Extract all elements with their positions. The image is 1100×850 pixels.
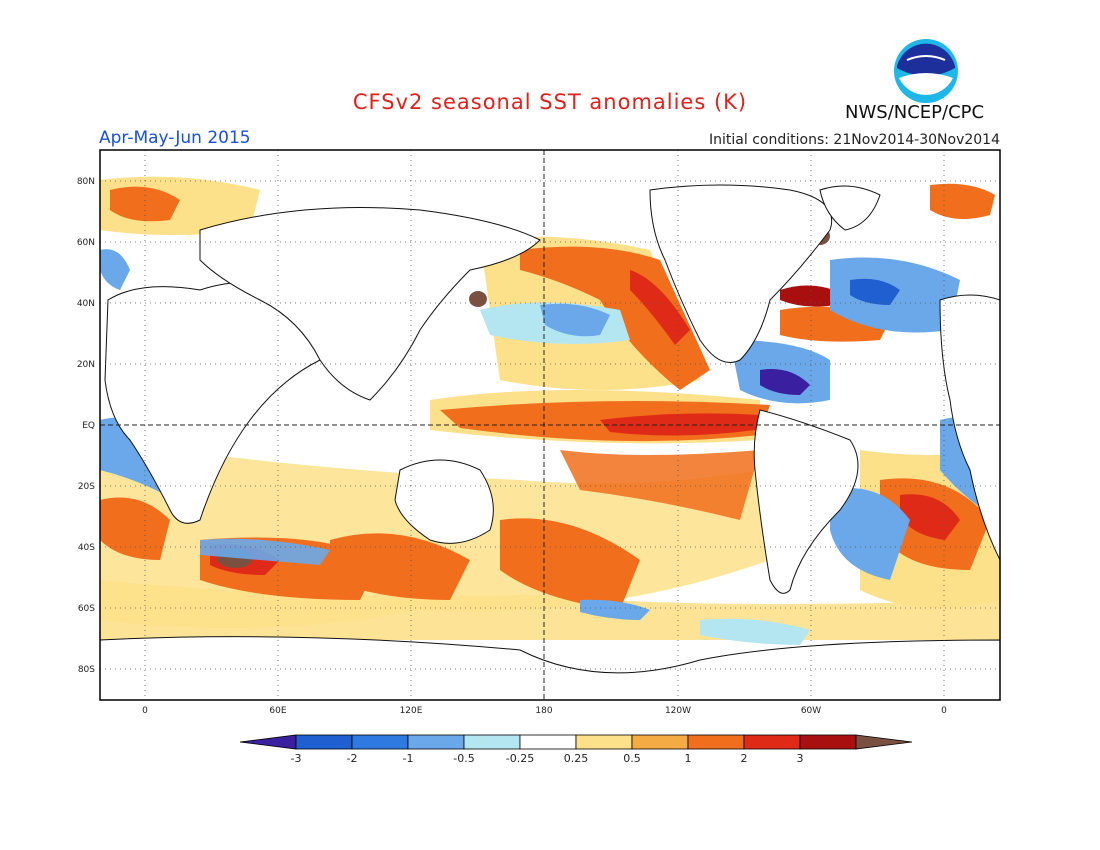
colorbar-label: -0.5: [453, 752, 474, 765]
lon-label: 120W: [665, 706, 691, 716]
colorbar-segment: [631, 734, 689, 750]
colorbar-segment: [295, 734, 353, 750]
lat-label: 40N: [77, 299, 95, 309]
lat-label: 40S: [78, 543, 95, 553]
colorbar-high-extend: [855, 734, 913, 750]
colorbar-label: 3: [797, 752, 804, 765]
map-frame: [99, 149, 1001, 701]
lon-label: 120E: [400, 706, 423, 716]
lon-label: 0: [941, 706, 947, 716]
initial-conditions: Initial conditions: 21Nov2014-30Nov2014: [709, 132, 1000, 148]
lon-label: 60W: [801, 706, 821, 716]
colorbar-label: 1: [685, 752, 692, 765]
colorbar: -3 -2 -1 -0.5 -0.25 0.25 0.5 1 2 3: [239, 734, 913, 765]
longitude-labels: 0 60E 120E 180 120W 60W 0: [142, 706, 947, 716]
colorbar-label: -2: [347, 752, 358, 765]
colorbar-segment: [351, 734, 409, 750]
colorbar-segment: [687, 734, 745, 750]
colorbar-label: -1: [403, 752, 414, 765]
lat-label: 60N: [77, 238, 95, 248]
equator-dateline: [100, 150, 1000, 700]
lat-label: EQ: [82, 421, 95, 431]
colorbar-low-extend: [239, 734, 297, 750]
lat-label: 60S: [78, 604, 95, 614]
colorbar-label: 0.5: [623, 752, 641, 765]
colorbar-segment: [743, 734, 801, 750]
lon-label: 60E: [269, 706, 286, 716]
colorbar-segment: [799, 734, 857, 750]
colorbar-label: 0.25: [564, 752, 589, 765]
lat-label: 80S: [78, 665, 95, 675]
colorbar-segment: [463, 734, 521, 750]
lat-label: 80N: [77, 177, 95, 187]
lon-label: 0: [142, 706, 148, 716]
colorbar-segment: [519, 734, 577, 750]
latitude-labels: 80N 60N 40N 20N EQ 20S 40S 60S 80S: [77, 177, 95, 675]
colorbar-label: -0.25: [506, 752, 534, 765]
map-title: CFSv2 seasonal SST anomalies (K): [352, 90, 748, 114]
coastlines: [100, 184, 1000, 700]
colorbar-label: 2: [741, 752, 748, 765]
noaa-logo-icon: [894, 39, 958, 103]
colorbar-label: -3: [291, 752, 302, 765]
lat-label: 20N: [77, 360, 95, 370]
colorbar-segment: [407, 734, 465, 750]
agency-label: NWS/NCEP/CPC: [845, 102, 985, 123]
forecast-period: Apr-May-Jun 2015: [99, 128, 251, 148]
lat-label: 20S: [78, 482, 95, 492]
colorbar-segment: [575, 734, 633, 750]
lon-label: 180: [535, 706, 552, 716]
